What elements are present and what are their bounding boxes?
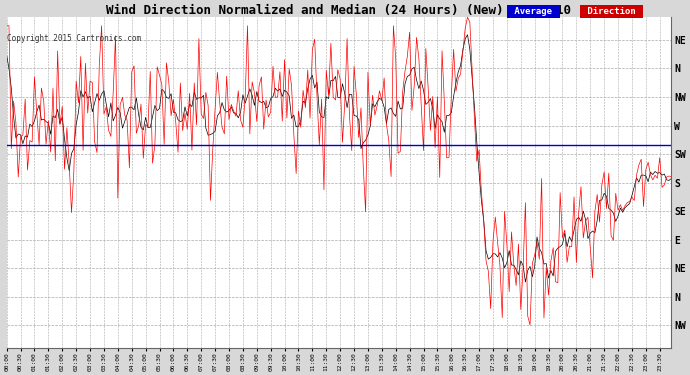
Text: Direction: Direction bbox=[582, 7, 641, 16]
Text: Average: Average bbox=[509, 7, 558, 16]
Text: Copyright 2015 Cartronics.com: Copyright 2015 Cartronics.com bbox=[7, 34, 141, 43]
Title: Wind Direction Normalized and Median (24 Hours) (New) 20150610: Wind Direction Normalized and Median (24… bbox=[106, 4, 571, 17]
